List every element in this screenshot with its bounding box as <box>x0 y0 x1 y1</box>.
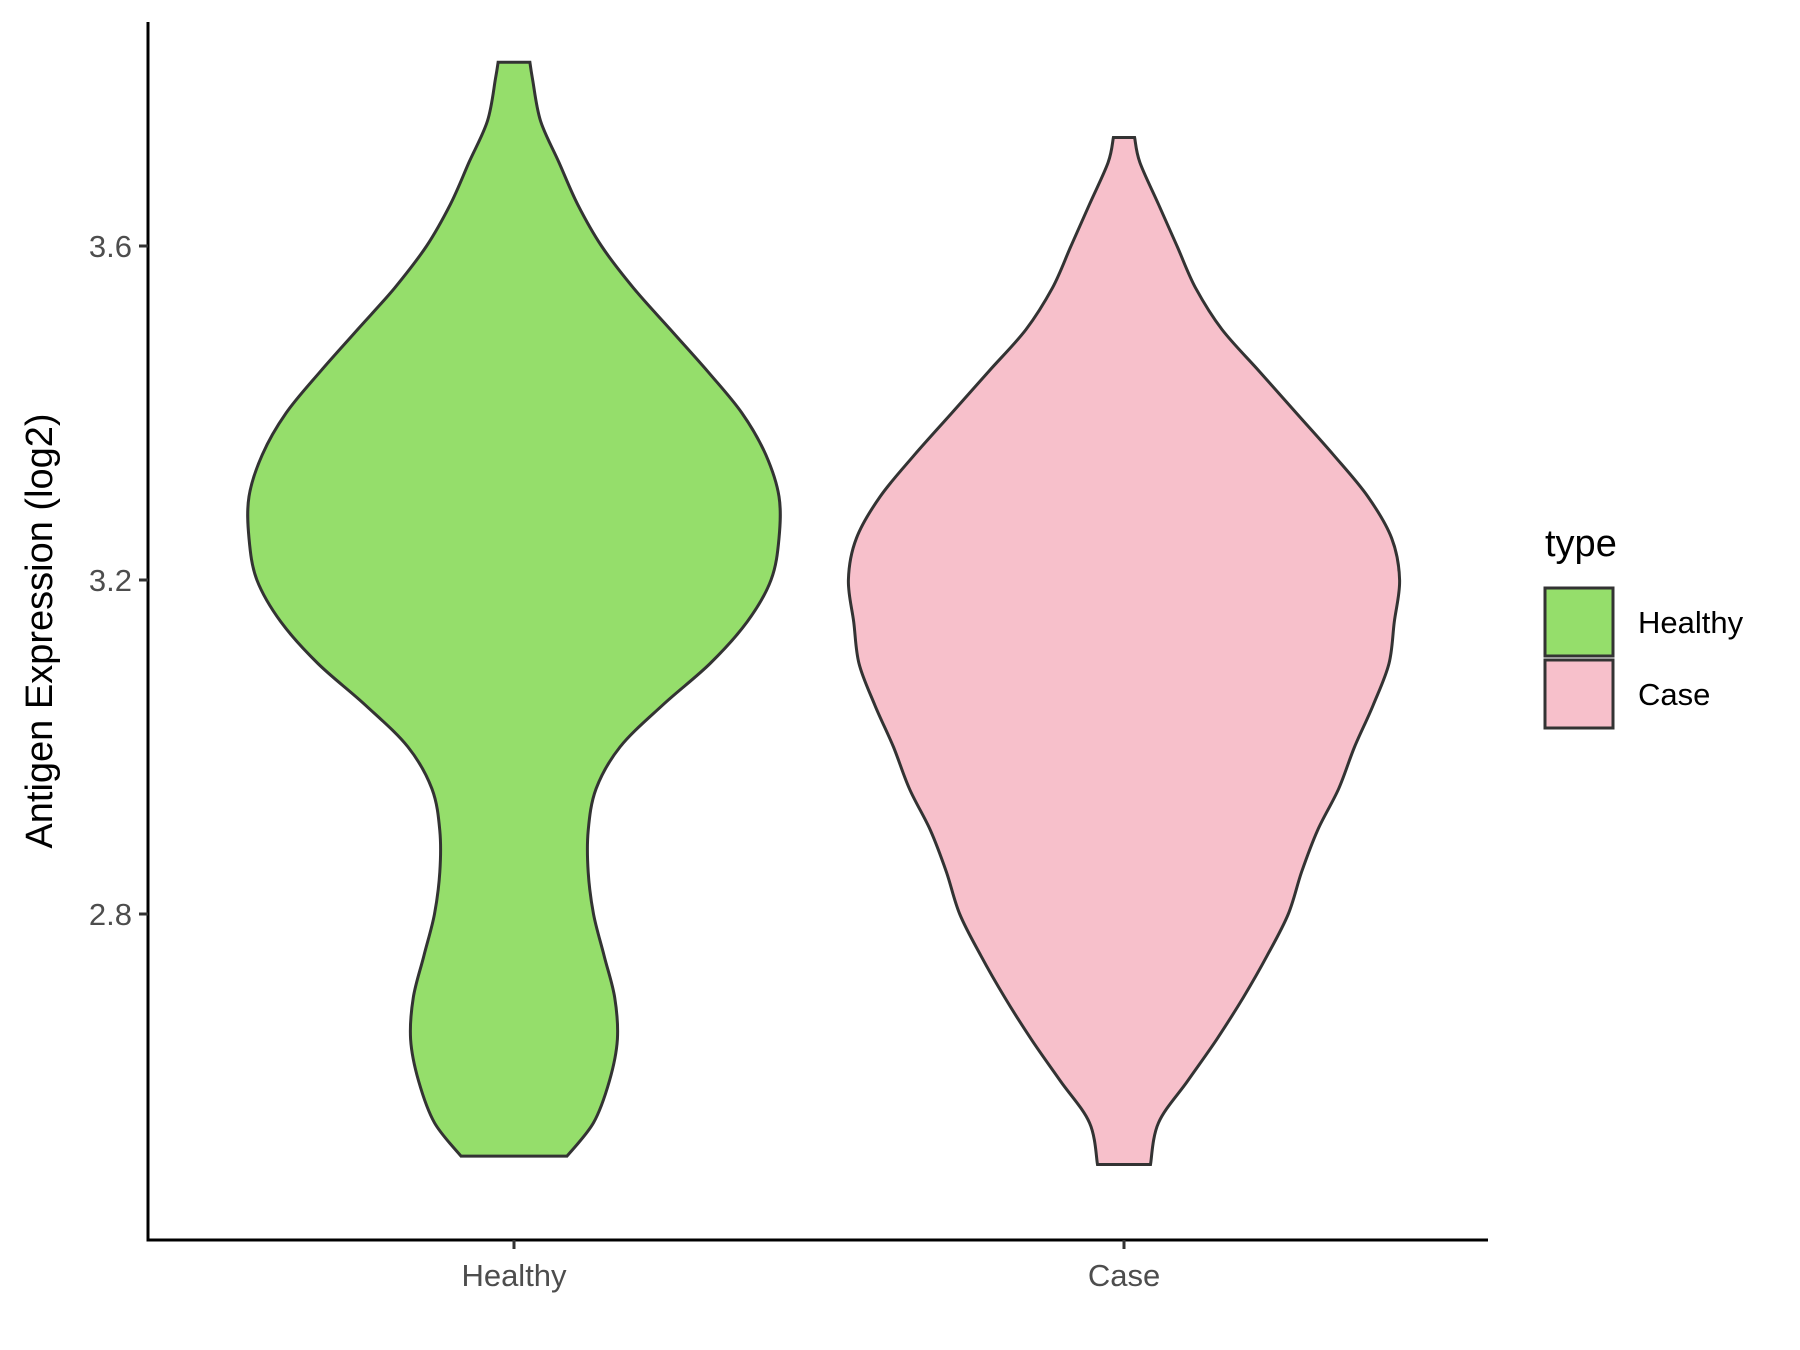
x-tick-label: Healthy <box>461 1258 567 1293</box>
y-tick-label: 2.8 <box>89 897 132 932</box>
legend-label-case: Case <box>1638 677 1710 712</box>
legend-title: type <box>1545 523 1617 565</box>
legend-key-healthy <box>1543 586 1615 658</box>
legend-label-healthy: Healthy <box>1638 605 1744 640</box>
violin-case <box>846 136 1402 1166</box>
y-tick-label: 3.2 <box>89 563 132 598</box>
legend: type Healthy Case <box>1543 523 1744 730</box>
x-axis-ticks: Healthy Case <box>461 1240 1160 1293</box>
violin-layer <box>246 60 1402 1166</box>
violin-healthy <box>246 60 782 1158</box>
legend-key-case <box>1543 658 1615 730</box>
y-axis-ticks: 2.8 3.2 3.6 <box>89 229 148 932</box>
x-tick-label: Case <box>1088 1258 1160 1293</box>
y-tick-label: 3.6 <box>89 229 132 264</box>
y-axis-title: Antigen Expression (log2) <box>19 413 61 848</box>
